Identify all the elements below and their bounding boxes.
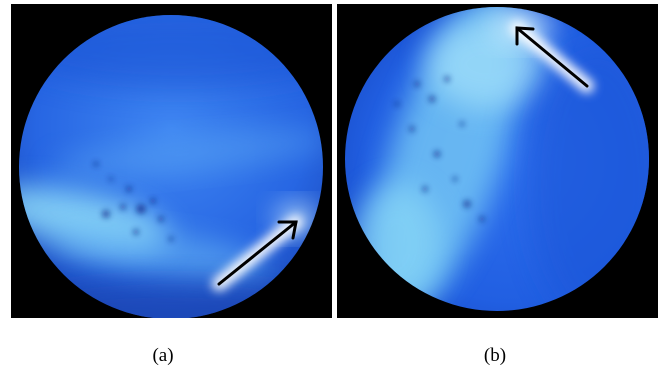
panel-a-image — [11, 4, 332, 318]
arrow-a — [217, 220, 298, 286]
arrow-b — [515, 26, 589, 88]
panel-b-image — [337, 4, 658, 318]
caption-a: (a) — [152, 345, 174, 366]
caption-b: (b) — [483, 345, 507, 366]
